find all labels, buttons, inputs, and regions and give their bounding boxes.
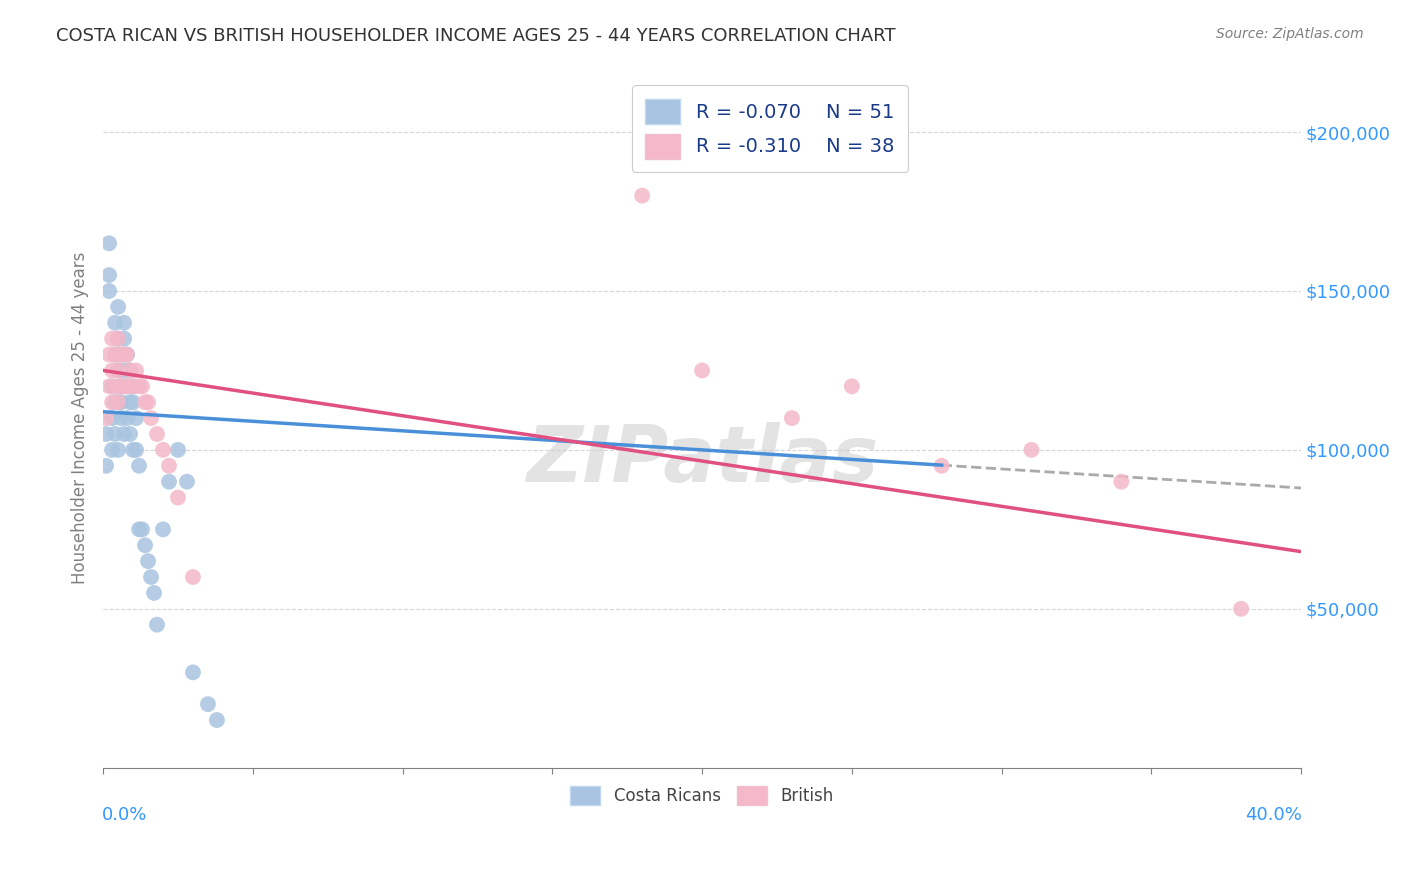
Point (94, 458, 117, 473)
Point (104, 347, 127, 361)
Point (115, 379, 138, 393)
Point (136, 395, 159, 409)
Point (112, 427, 135, 442)
Point (143, 586, 166, 600)
Point (110, 347, 132, 361)
Y-axis label: Householder Income Ages 25 - 44 years: Householder Income Ages 25 - 44 years (72, 252, 89, 584)
Point (101, 379, 124, 393)
Point (167, 491, 190, 505)
Legend: Costa Ricans, British: Costa Ricans, British (564, 780, 841, 812)
Point (101, 363, 124, 377)
Point (110, 395, 132, 409)
Point (131, 379, 153, 393)
Point (157, 458, 180, 473)
Point (120, 363, 142, 377)
Point (98, 379, 121, 393)
Point (107, 363, 129, 377)
Text: 0.0%: 0.0% (101, 806, 148, 824)
Point (115, 379, 138, 393)
Point (122, 442, 145, 457)
Point (120, 395, 142, 409)
Point (115, 347, 138, 361)
Point (122, 379, 145, 393)
Point (110, 379, 132, 393)
Point (101, 332, 124, 346)
Point (631, 188, 654, 202)
Point (1021, 442, 1043, 457)
Point (98, 268, 121, 282)
Point (146, 617, 169, 632)
Point (107, 332, 129, 346)
Point (110, 411, 132, 425)
Point (104, 427, 127, 442)
Text: Source: ZipAtlas.com: Source: ZipAtlas.com (1216, 27, 1364, 41)
Point (120, 363, 142, 377)
Text: ZIPatlas: ZIPatlas (526, 422, 879, 498)
Point (841, 379, 863, 393)
Point (152, 522, 174, 536)
Point (120, 427, 142, 442)
Point (139, 570, 162, 584)
Point (104, 347, 127, 361)
Point (110, 379, 132, 393)
Point (94, 427, 117, 442)
Point (1111, 475, 1133, 489)
Point (125, 411, 148, 425)
Point (115, 411, 138, 425)
Point (104, 316, 127, 330)
Point (101, 442, 124, 457)
Text: 40.0%: 40.0% (1246, 806, 1302, 824)
Point (152, 442, 174, 457)
Point (101, 411, 124, 425)
Point (181, 665, 204, 680)
Point (104, 395, 127, 409)
Point (931, 458, 953, 473)
Point (128, 379, 150, 393)
Point (125, 442, 148, 457)
Point (107, 395, 129, 409)
Text: COSTA RICAN VS BRITISH HOUSEHOLDER INCOME AGES 25 - 44 YEARS CORRELATION CHART: COSTA RICAN VS BRITISH HOUSEHOLDER INCOM… (56, 27, 896, 45)
Point (1230, 602, 1253, 616)
Point (104, 379, 127, 393)
Point (101, 395, 124, 409)
Point (110, 347, 132, 361)
Point (176, 475, 198, 489)
Point (107, 300, 129, 314)
Point (181, 570, 204, 584)
Point (136, 554, 159, 568)
Point (107, 363, 129, 377)
Point (98, 347, 121, 361)
Point (690, 363, 713, 377)
Point (112, 347, 135, 361)
Point (128, 522, 150, 536)
Point (98, 236, 121, 251)
Point (115, 347, 138, 361)
Point (122, 395, 145, 409)
Point (107, 395, 129, 409)
Point (107, 442, 129, 457)
Point (146, 427, 169, 442)
Point (98, 284, 121, 298)
Point (205, 713, 228, 727)
Point (125, 363, 148, 377)
Point (128, 458, 150, 473)
Point (139, 411, 162, 425)
Point (112, 379, 135, 393)
Point (107, 332, 129, 346)
Point (780, 411, 803, 425)
Point (134, 395, 156, 409)
Point (122, 379, 145, 393)
Point (112, 363, 135, 377)
Point (134, 538, 156, 552)
Point (197, 697, 219, 711)
Point (112, 316, 135, 330)
Point (157, 475, 180, 489)
Point (131, 522, 153, 536)
Point (167, 442, 190, 457)
Point (112, 332, 135, 346)
Point (94, 411, 117, 425)
